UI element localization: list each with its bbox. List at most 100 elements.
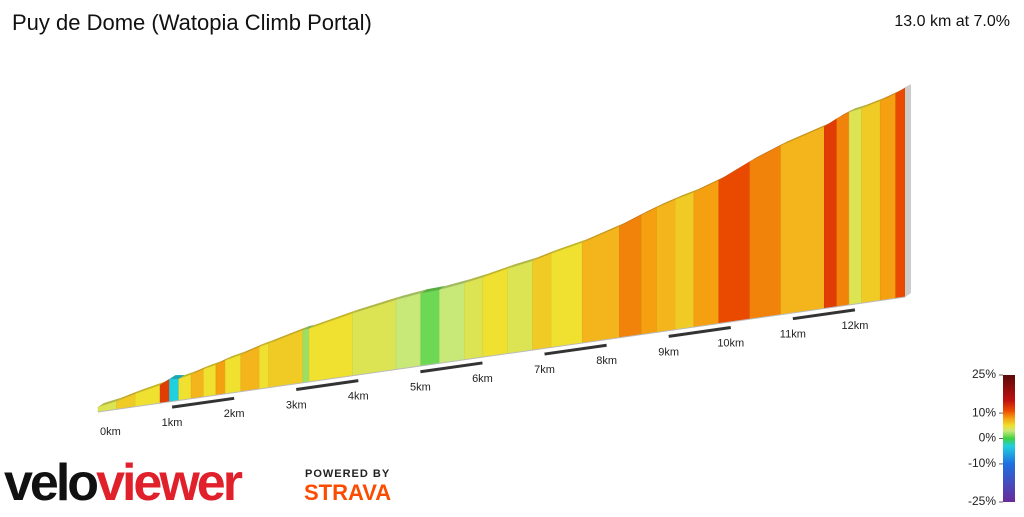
colorbar-label: -10% (968, 456, 996, 470)
segment (352, 299, 397, 377)
colorbar-label: 25% (972, 367, 996, 381)
segment (159, 378, 170, 404)
km-bar (792, 308, 856, 321)
segment-top (225, 350, 247, 361)
segment (420, 289, 440, 367)
profile (97, 84, 911, 413)
segment-top (675, 188, 700, 200)
segment-top (532, 249, 558, 261)
x-tick-label: 3km (286, 399, 307, 411)
base-edge (97, 296, 906, 413)
x-tick-label: 1km (162, 417, 183, 429)
segment-top (551, 238, 589, 254)
segment (240, 346, 260, 392)
km-bar (544, 343, 607, 356)
logo-viewer: viewer (96, 454, 243, 512)
colorbar (1003, 375, 1015, 502)
segment-top (482, 264, 514, 278)
segment-top (98, 397, 123, 407)
segment (302, 328, 310, 384)
segment-top (464, 273, 489, 284)
x-tick-label: 10km (717, 337, 744, 349)
summary: 13.0 km at 7.0% (894, 13, 1010, 30)
segment-top (259, 339, 275, 347)
segment-top (178, 370, 198, 379)
segment (861, 100, 881, 304)
segment (507, 260, 533, 354)
segment-top (656, 195, 682, 208)
segment (550, 242, 583, 348)
segment (268, 329, 304, 388)
segment-top (507, 256, 539, 269)
profile-end (905, 84, 911, 297)
segment (718, 161, 751, 324)
x-tick-label: 7km (534, 364, 555, 376)
segment (532, 253, 552, 351)
segment (675, 191, 695, 331)
segment-top (693, 176, 725, 193)
segment (619, 214, 642, 338)
segment-top (849, 104, 868, 113)
strava: STRAVA (304, 480, 391, 505)
segment (464, 277, 484, 361)
km-bar (420, 361, 483, 374)
chart-title: Puy de Dome (Watopia Climb Portal) (12, 10, 372, 35)
colorbar-label: -25% (968, 494, 996, 508)
segment-top (309, 309, 359, 329)
x-tick-label: 4km (348, 391, 369, 403)
segment (780, 126, 825, 315)
segment (848, 108, 862, 306)
logo: veloviewer (4, 454, 243, 512)
segment (749, 145, 782, 320)
segment (581, 226, 620, 344)
segment-top (780, 122, 831, 146)
km-bar (296, 379, 359, 391)
x-tick-label: 12km (841, 320, 868, 332)
segment-top (203, 360, 222, 370)
segment (824, 118, 837, 309)
x-tick-label: 2km (224, 408, 245, 420)
segment-top (191, 365, 210, 375)
x-tick-label: 5km (410, 382, 431, 394)
segment (439, 282, 465, 364)
segment-top (420, 285, 446, 294)
segment-top (240, 342, 266, 355)
segment-top (582, 222, 626, 243)
segment (836, 111, 850, 308)
x-tick-label: 8km (596, 355, 617, 367)
segment-top (302, 324, 316, 331)
segment (895, 87, 906, 299)
segment (640, 207, 657, 335)
powered-by: POWERED BY (305, 468, 390, 480)
km-bar (668, 326, 731, 338)
segment (259, 343, 269, 390)
segment-top (215, 356, 232, 365)
segment-top (169, 374, 185, 380)
segment (656, 199, 676, 333)
segment (225, 354, 242, 395)
logo-velo: velo (4, 454, 97, 512)
x-tick-label: 0km (100, 426, 121, 438)
segment (203, 364, 217, 398)
segment-top (268, 326, 309, 344)
km-bar (171, 396, 235, 409)
segment (482, 268, 508, 358)
segment (190, 368, 204, 400)
segment (215, 359, 226, 396)
segment-top (395, 289, 427, 300)
x-tick-label: 11km (780, 329, 806, 341)
segment-top (352, 295, 402, 314)
segment (879, 93, 896, 301)
colorbar-label: 10% (972, 405, 996, 419)
x-tick-label: 9km (658, 346, 679, 358)
segment (169, 378, 179, 403)
colorbar-label: 0% (979, 431, 997, 445)
segment-top (880, 89, 902, 102)
segment-top (861, 97, 887, 109)
segment-top (135, 381, 167, 394)
segment (395, 292, 422, 370)
segment (693, 180, 720, 328)
segment-top (439, 279, 471, 290)
